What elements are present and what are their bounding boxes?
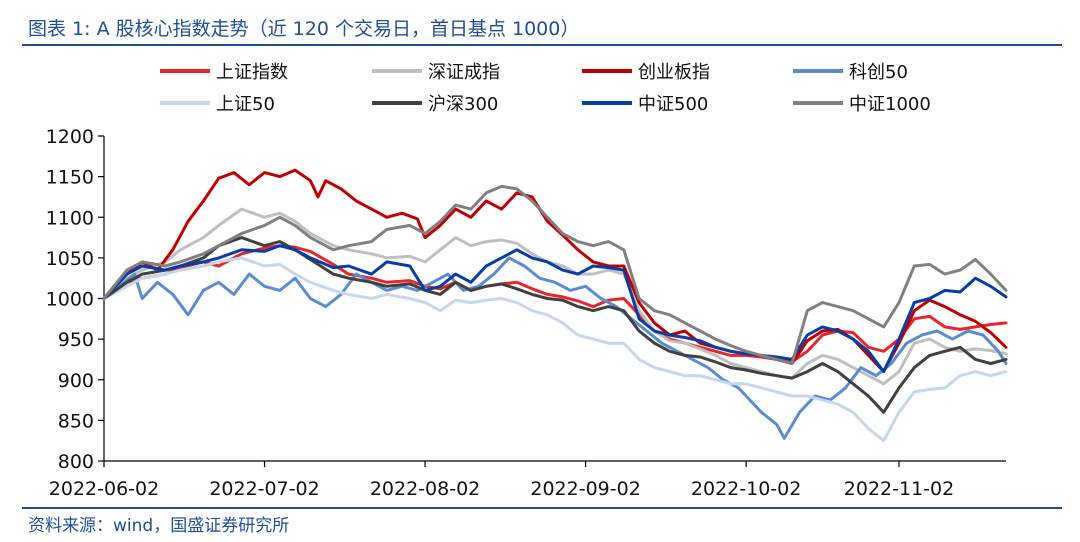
x-tick-label: 2022-11-02: [844, 478, 954, 500]
series-line: [102, 244, 1008, 374]
series-line: [102, 256, 1008, 440]
y-tick-label: 850: [58, 410, 94, 432]
legend-label: 沪深300: [428, 94, 498, 115]
source-note: 资料来源：wind，国盛证券研究所: [28, 516, 290, 536]
legend-label: 中证500: [638, 94, 708, 115]
figure-title: 图表 1: A 股核心指数走势（近 120 个交易日，首日基点 1000）: [28, 18, 580, 40]
series-line: [102, 184, 1008, 365]
x-tick-label: 2022-10-02: [691, 478, 801, 500]
legend-label: 上证50: [216, 94, 275, 115]
series-line: [102, 168, 1008, 374]
y-tick-label: 1050: [46, 248, 94, 270]
series-line: [102, 207, 1008, 386]
y-tick-label: 800: [58, 451, 94, 473]
x-tick-label: 2022-08-02: [370, 478, 480, 500]
x-tick-label: 2022-09-02: [530, 478, 640, 500]
x-tick-label: 2022-06-02: [49, 478, 159, 500]
title-underline: [22, 44, 1062, 46]
series-line: [102, 236, 1008, 414]
y-tick-label: 1100: [46, 207, 94, 229]
x-tick-label: 2022-07-02: [209, 478, 319, 500]
y-tick-label: 1150: [46, 167, 94, 189]
legend-label: 中证1000: [849, 94, 931, 115]
y-tick-label: 1000: [46, 289, 94, 311]
legend: 上证指数 深证成指 创业板指 科创50 上证50 沪深300 中证500 中证1000: [160, 62, 931, 115]
legend-label: 创业板指: [638, 62, 710, 83]
series-line: [102, 256, 1008, 443]
legend-label: 上证指数: [216, 62, 288, 83]
y-tick-label: 1200: [46, 126, 94, 148]
y-tick-label: 950: [58, 329, 94, 351]
source-divider: [22, 507, 1062, 509]
y-tick-label: 900: [58, 370, 94, 392]
legend-label: 科创50: [849, 62, 908, 83]
x-axis: 2022-06-02 2022-07-02 2022-08-02 2022-09-02…: [49, 460, 1006, 500]
y-axis: 800 850 900 950 1000 1050 1100 1150 1200: [46, 126, 105, 473]
legend-label: 深证成指: [428, 62, 500, 83]
plot-area: [102, 168, 1008, 443]
